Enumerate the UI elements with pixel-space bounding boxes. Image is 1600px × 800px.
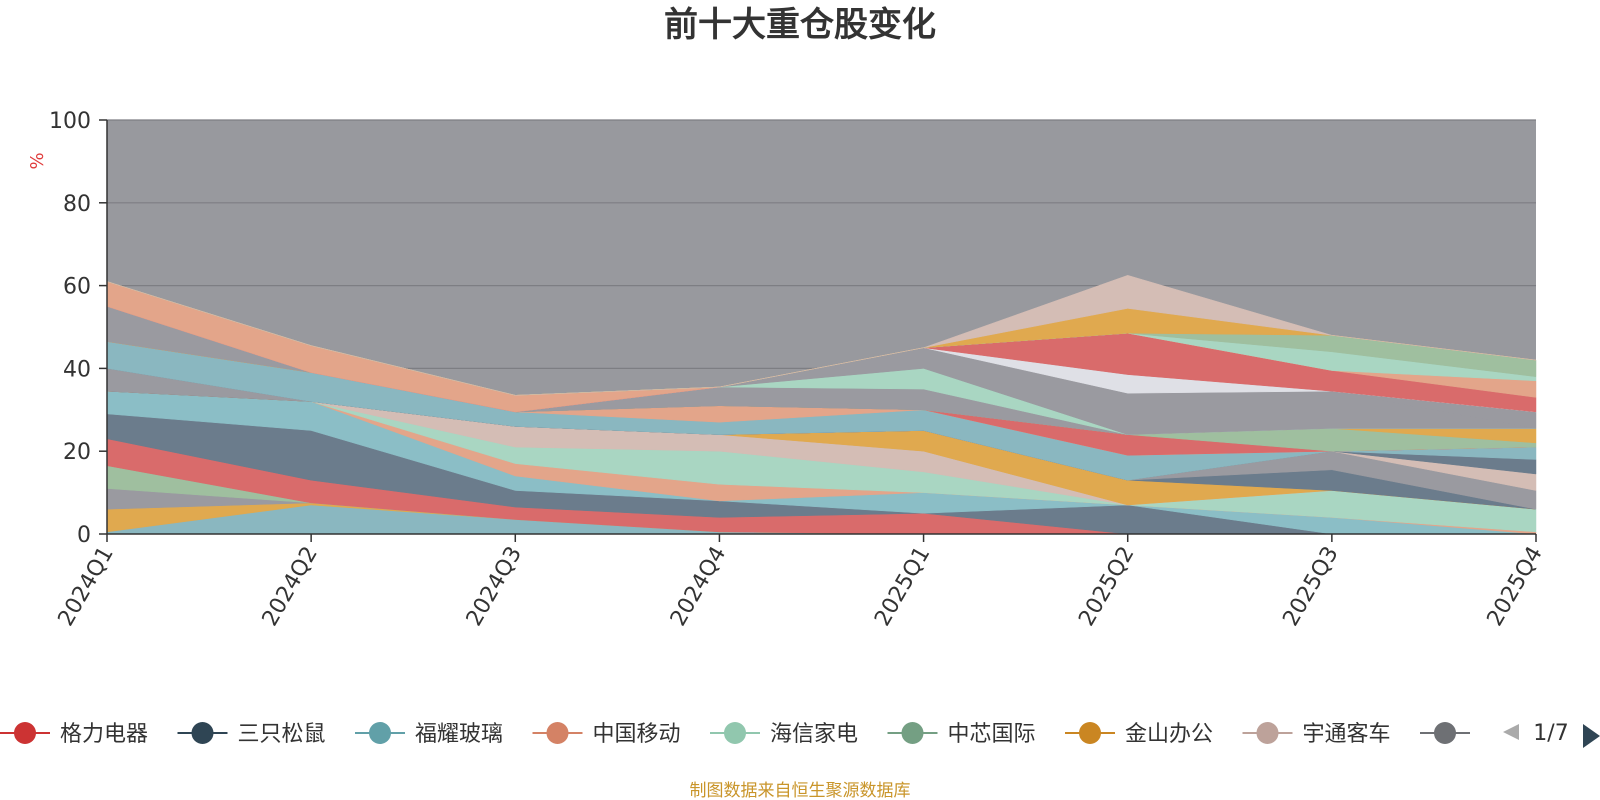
next-page-icon[interactable] [1583, 724, 1600, 748]
legend-label: 海信家电 [770, 722, 858, 747]
axes [99, 119, 1537, 542]
legend-marker [1434, 722, 1456, 744]
legend-label: 三只松鼠 [238, 722, 326, 747]
data-source-footer: 制图数据来自恒生聚源数据库 [690, 781, 911, 800]
y-tick-labels: 0 20 40 60 80 100 [49, 109, 91, 548]
legend-item[interactable]: 三只松鼠 [177, 722, 326, 747]
legend-marker [191, 722, 214, 744]
legend-item[interactable] [1420, 722, 1470, 744]
legend-label: 中芯国际 [948, 722, 1036, 747]
legend-marker [546, 722, 569, 744]
legend: 格力电器 三只松鼠 福耀玻璃 中国移动 海信家电 中芯国际 金山办公 宇通客车 [0, 722, 1470, 747]
y-tick-label: 80 [63, 192, 91, 217]
x-tick-label: 2025Q4 [1483, 542, 1548, 630]
legend-marker [369, 722, 391, 744]
legend-item[interactable]: 福耀玻璃 [355, 722, 503, 747]
legend-label: 中国移动 [593, 722, 681, 747]
legend-label: 福耀玻璃 [415, 722, 503, 747]
prev-page-icon[interactable] [1503, 724, 1519, 740]
chart-title: 前十大重仓股变化 [664, 5, 936, 45]
x-tick-label: 2024Q2 [258, 542, 323, 630]
x-tick-label: 2025Q2 [1074, 542, 1139, 630]
legend-page-indicator: 1/7 [1533, 721, 1568, 746]
x-tick-labels: 2024Q1 2024Q2 2024Q3 2024Q4 2025Q1 2025Q2 2025… [54, 542, 1548, 630]
legend-marker [1079, 722, 1101, 744]
y-tick-label: 60 [63, 275, 91, 300]
legend-label: 格力电器 [60, 722, 148, 747]
legend-item[interactable]: 金山办公 [1065, 722, 1213, 747]
x-tick-label: 2025Q3 [1278, 542, 1343, 630]
x-tick-label: 2024Q3 [462, 542, 527, 630]
legend-marker [14, 722, 36, 744]
y-axis-unit: % [27, 152, 48, 169]
legend-item[interactable]: 格力电器 [0, 722, 148, 747]
legend-marker [1256, 722, 1279, 744]
legend-item[interactable]: 中芯国际 [887, 722, 1036, 747]
legend-item[interactable]: 宇通客车 [1242, 722, 1391, 747]
legend-item[interactable]: 中国移动 [532, 722, 681, 747]
legend-marker [901, 722, 924, 744]
area-series [106, 275, 1537, 535]
y-tick-label: 20 [63, 440, 91, 465]
x-tick-label: 2024Q1 [54, 542, 119, 630]
y-tick-label: 0 [77, 523, 91, 548]
area-series-31 [106, 275, 1537, 396]
legend-item[interactable]: 海信家电 [710, 722, 858, 747]
legend-label: 宇通客车 [1303, 722, 1391, 747]
legend-pager: 1/7 [1503, 721, 1600, 748]
legend-label: 金山办公 [1125, 722, 1213, 747]
x-tick-label: 2024Q4 [666, 542, 731, 630]
legend-marker [724, 722, 746, 744]
y-tick-label: 40 [63, 357, 91, 382]
x-tick-label: 2025Q1 [870, 542, 935, 630]
y-tick-label: 100 [49, 109, 91, 134]
